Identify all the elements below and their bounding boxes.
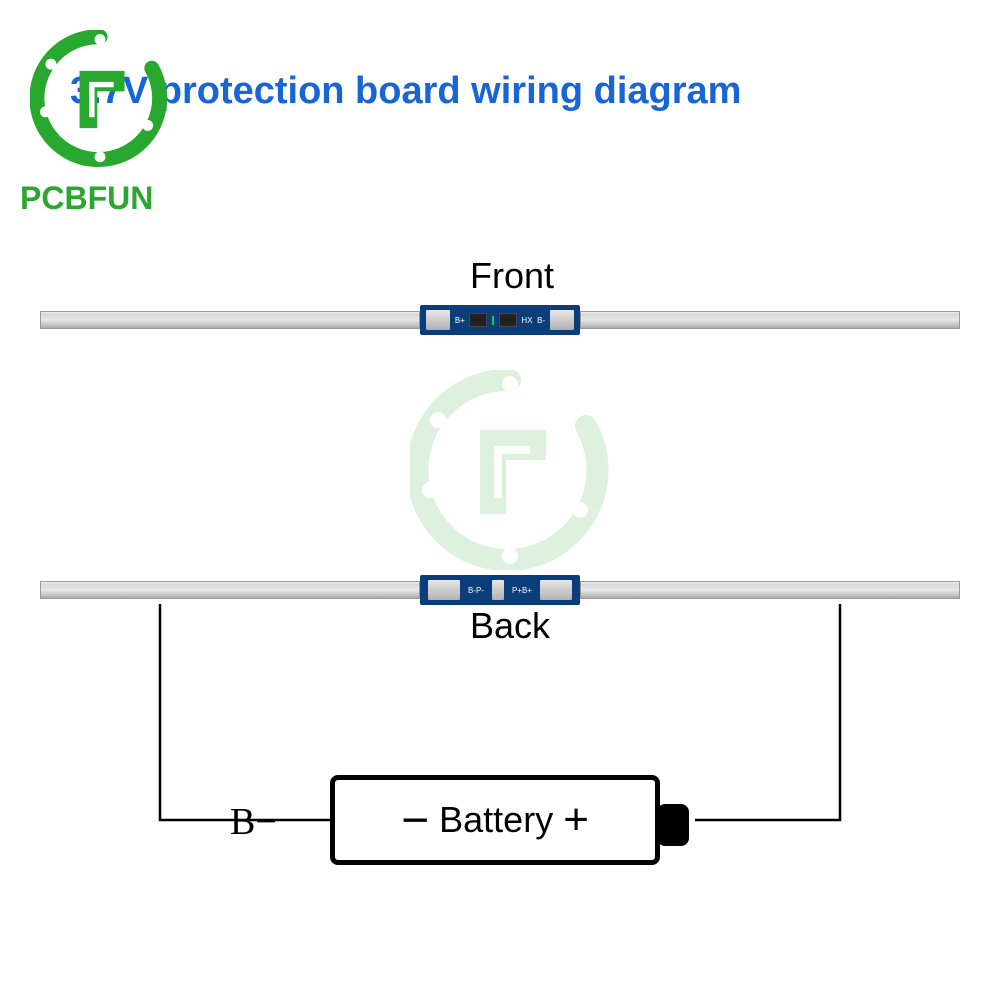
brand-text: PCBFUN <box>20 180 153 217</box>
pcbfun-watermark-icon <box>410 370 610 570</box>
pcb-text-bminus: B- <box>537 316 545 325</box>
pcb-cap <box>492 316 494 325</box>
logo-top <box>30 30 170 185</box>
pcb-text-bplus: B+ <box>455 316 465 325</box>
pcb-chip <box>499 313 517 327</box>
pcb-pad <box>550 310 574 330</box>
nickel-strip-left <box>40 311 420 329</box>
wiring-diagram <box>0 590 1000 890</box>
pcbfun-logo-icon <box>30 30 170 180</box>
front-board-assembly: B+ HX B- <box>40 305 960 335</box>
page-title: 3.7V protection board wiring diagram <box>70 70 741 113</box>
pcb-chip <box>469 313 487 327</box>
pcb-pad <box>426 310 450 330</box>
watermark-logo <box>410 370 610 575</box>
nickel-strip-right <box>580 311 960 329</box>
pcb-text-hx: HX <box>521 316 532 325</box>
pcb-front: B+ HX B- <box>420 305 580 335</box>
front-label: Front <box>470 255 554 297</box>
